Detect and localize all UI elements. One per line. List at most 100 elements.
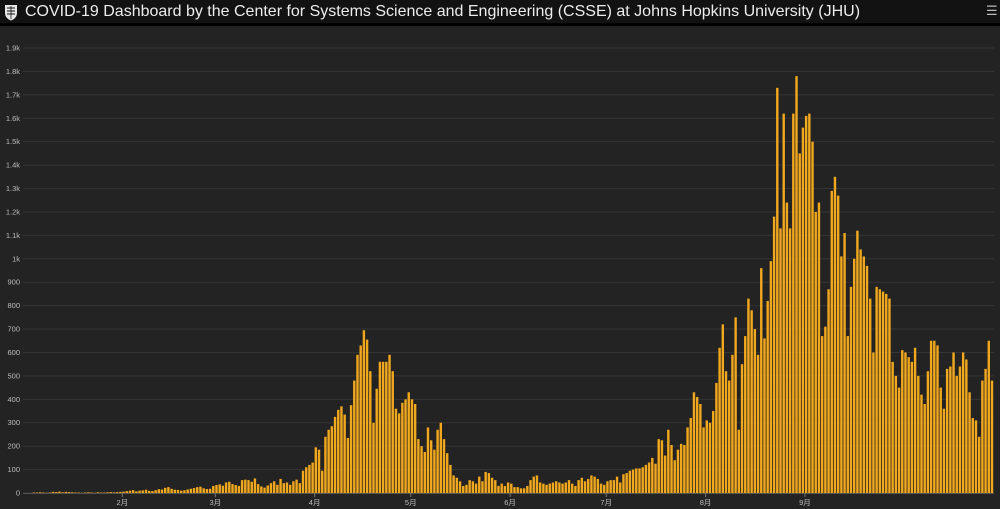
daily-bar[interactable]: [55, 492, 58, 493]
daily-bar[interactable]: [769, 261, 773, 493]
daily-bar[interactable]: [718, 347, 721, 493]
daily-bar[interactable]: [208, 488, 212, 493]
daily-bar[interactable]: [516, 487, 519, 493]
daily-bar[interactable]: [240, 480, 244, 493]
daily-bar[interactable]: [683, 444, 686, 493]
daily-bar[interactable]: [981, 380, 984, 493]
daily-bar[interactable]: [917, 375, 920, 493]
daily-bar[interactable]: [321, 470, 324, 493]
daily-bar[interactable]: [330, 426, 334, 493]
daily-bar[interactable]: [446, 453, 449, 493]
daily-bar[interactable]: [990, 380, 994, 493]
daily-bar[interactable]: [587, 478, 590, 493]
daily-bar[interactable]: [218, 484, 221, 493]
daily-bar[interactable]: [686, 427, 689, 493]
daily-bar[interactable]: [154, 490, 157, 493]
daily-bar[interactable]: [945, 368, 949, 493]
daily-bar[interactable]: [39, 492, 42, 493]
daily-bar[interactable]: [151, 491, 154, 493]
daily-bar[interactable]: [51, 491, 55, 493]
daily-bar[interactable]: [929, 340, 933, 493]
daily-bar[interactable]: [167, 487, 170, 493]
daily-bar[interactable]: [679, 443, 683, 493]
daily-bar[interactable]: [253, 478, 257, 493]
daily-bar[interactable]: [651, 457, 654, 493]
daily-bar[interactable]: [468, 480, 471, 493]
daily-bar[interactable]: [734, 317, 737, 493]
daily-bar[interactable]: [567, 480, 571, 493]
daily-bar[interactable]: [961, 352, 965, 493]
daily-bar[interactable]: [333, 416, 337, 493]
daily-bar[interactable]: [731, 354, 734, 493]
daily-bar[interactable]: [619, 482, 622, 493]
daily-bar[interactable]: [417, 439, 420, 493]
daily-bar[interactable]: [186, 489, 189, 493]
daily-bar[interactable]: [804, 115, 808, 494]
daily-bar[interactable]: [308, 464, 311, 493]
daily-bar[interactable]: [189, 488, 193, 493]
daily-bar[interactable]: [128, 490, 132, 493]
daily-bar[interactable]: [375, 388, 378, 493]
daily-bar[interactable]: [564, 482, 567, 493]
daily-bar[interactable]: [388, 354, 391, 493]
daily-bar[interactable]: [936, 345, 939, 493]
daily-bar[interactable]: [513, 487, 516, 493]
daily-bar[interactable]: [747, 298, 750, 493]
daily-bar[interactable]: [580, 477, 583, 493]
daily-bar[interactable]: [292, 481, 295, 493]
daily-bar[interactable]: [385, 361, 388, 493]
daily-bar[interactable]: [173, 489, 177, 493]
daily-bar[interactable]: [327, 429, 330, 493]
daily-bar[interactable]: [843, 233, 846, 493]
daily-bar[interactable]: [490, 477, 494, 493]
daily-bar[interactable]: [433, 449, 436, 493]
daily-bar[interactable]: [708, 422, 712, 493]
daily-bar[interactable]: [846, 336, 849, 493]
daily-bar[interactable]: [644, 464, 648, 493]
daily-bar[interactable]: [801, 127, 805, 493]
daily-bar[interactable]: [228, 481, 231, 493]
daily-bar[interactable]: [250, 481, 253, 493]
daily-bar[interactable]: [901, 350, 904, 493]
daily-bar[interactable]: [237, 485, 241, 493]
daily-bar[interactable]: [625, 473, 628, 493]
daily-bar[interactable]: [676, 449, 680, 493]
daily-bar[interactable]: [647, 462, 651, 493]
daily-bar[interactable]: [317, 449, 321, 493]
daily-bar[interactable]: [282, 483, 285, 493]
daily-bar[interactable]: [859, 249, 862, 493]
daily-bar[interactable]: [920, 394, 923, 493]
daily-bar[interactable]: [788, 228, 792, 493]
daily-bar[interactable]: [109, 492, 112, 493]
daily-bar[interactable]: [570, 483, 574, 493]
daily-bar[interactable]: [814, 211, 817, 493]
daily-bar[interactable]: [506, 482, 510, 493]
daily-bar[interactable]: [763, 338, 766, 493]
daily-bar[interactable]: [590, 475, 593, 493]
daily-bar[interactable]: [205, 489, 209, 493]
daily-bar[interactable]: [353, 380, 356, 493]
daily-bar[interactable]: [907, 357, 910, 493]
daily-bar[interactable]: [503, 485, 507, 493]
daily-bar[interactable]: [885, 293, 888, 493]
daily-bar[interactable]: [984, 368, 987, 493]
daily-bar[interactable]: [122, 491, 125, 493]
daily-bar[interactable]: [596, 478, 600, 493]
daily-bar[interactable]: [532, 476, 535, 493]
daily-bar[interactable]: [478, 476, 481, 493]
daily-bar[interactable]: [276, 484, 279, 493]
daily-bar[interactable]: [369, 371, 372, 493]
daily-bar[interactable]: [548, 483, 551, 493]
daily-bar[interactable]: [423, 452, 426, 493]
daily-bar[interactable]: [670, 444, 673, 493]
daily-bar[interactable]: [349, 405, 353, 493]
daily-bar[interactable]: [955, 375, 958, 493]
daily-bar[interactable]: [378, 361, 382, 493]
daily-bar[interactable]: [141, 490, 144, 493]
daily-bar[interactable]: [942, 408, 946, 493]
daily-bar[interactable]: [96, 492, 100, 493]
daily-bar[interactable]: [67, 492, 71, 493]
daily-bar[interactable]: [340, 406, 343, 493]
daily-bar[interactable]: [256, 484, 260, 493]
daily-bar[interactable]: [231, 484, 234, 493]
